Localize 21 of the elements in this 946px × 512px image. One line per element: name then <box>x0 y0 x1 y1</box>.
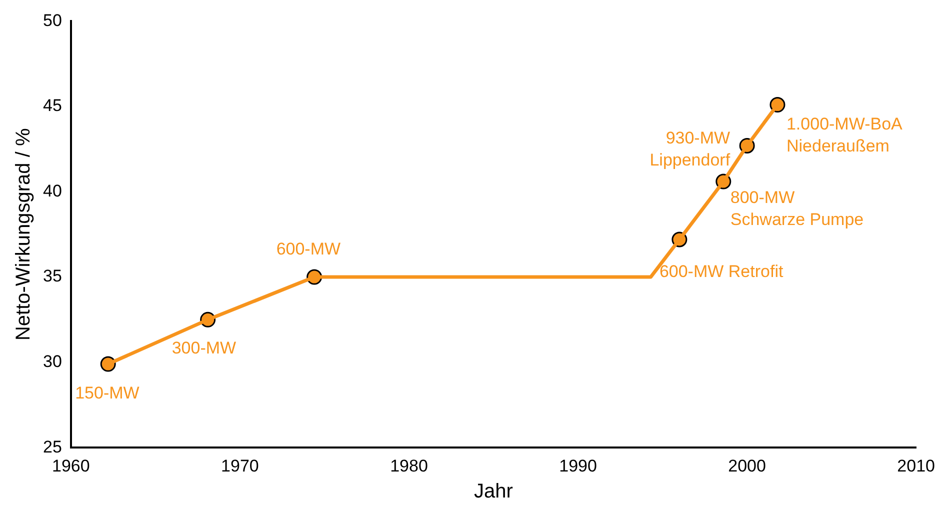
x-tick-label: 1990 <box>559 456 597 476</box>
y-tick-label: 45 <box>42 96 62 116</box>
x-tick-label: 2010 <box>897 456 936 476</box>
y-tick-label: 40 <box>42 181 62 200</box>
annotation: 800-MW Schwarze Pumpe <box>730 188 864 230</box>
annotation: 930-MW Lippendorf <box>650 128 730 170</box>
annotation: 600-MW <box>276 240 341 259</box>
y-tick-label: 25 <box>42 437 62 456</box>
annotation: 600-MW Retrofit <box>659 262 784 282</box>
x-tick-label: 2000 <box>728 456 766 476</box>
annotation: 1.000-MW-BoA Niederaußem <box>786 114 904 156</box>
y-tick-label: 30 <box>42 352 62 372</box>
y-axis-title: Netto-Wirkungsgrad / % <box>12 128 35 341</box>
x-axis-title: Jahr <box>474 480 514 503</box>
x-tick-label: 1980 <box>390 456 428 476</box>
x-tick-label: 1960 <box>52 456 90 476</box>
y-tick-label: 35 <box>42 266 62 286</box>
y-tick-label: 50 <box>42 10 62 30</box>
annotation: 300-MW <box>172 338 236 358</box>
x-tick-label: 1970 <box>221 456 259 476</box>
annotation: 150-MW <box>75 384 140 403</box>
